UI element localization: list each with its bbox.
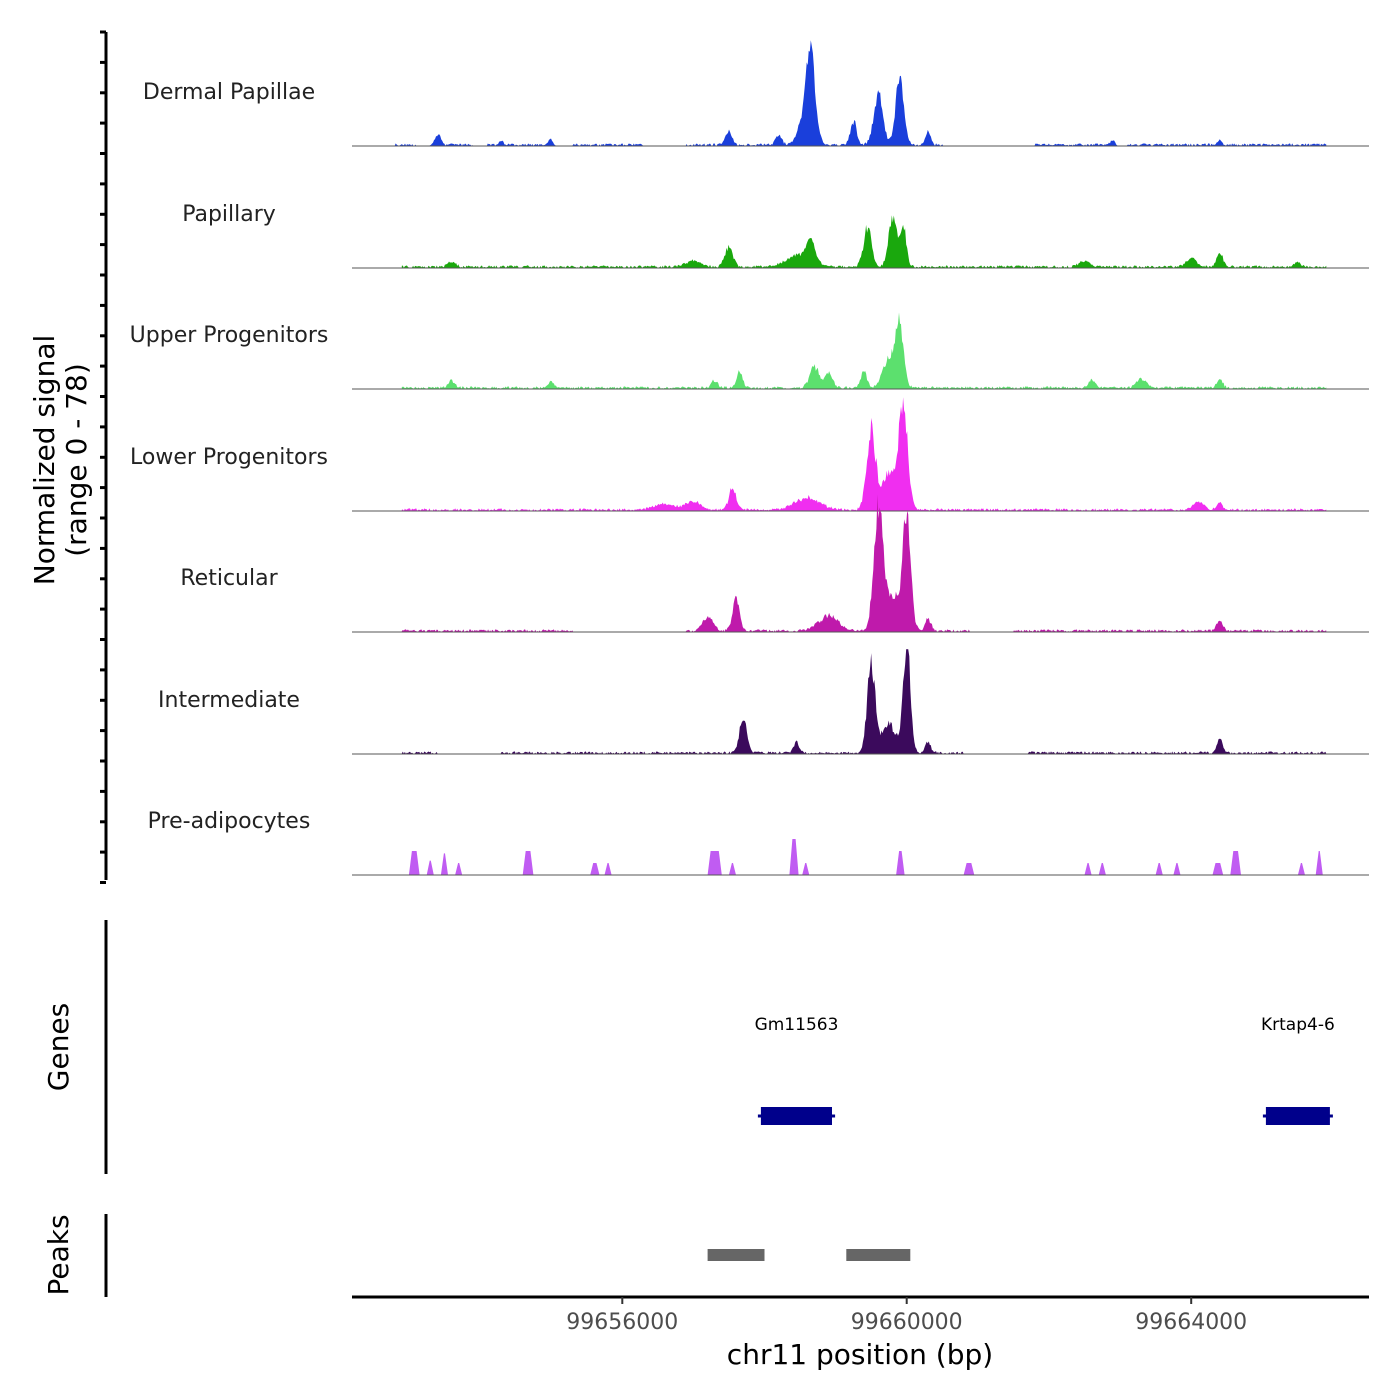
coverage-track bbox=[352, 397, 1369, 512]
track-label-pre-adipocytes: Pre-adipocytes bbox=[148, 809, 311, 834]
x-tick-label: 99664000 bbox=[1135, 1310, 1247, 1335]
coverage-area bbox=[401, 397, 1327, 511]
genes-panel: Gm11563 Krtap4-6 bbox=[755, 1015, 1335, 1125]
x-tick-label: 99660000 bbox=[851, 1310, 963, 1335]
signal-y-axis-ticks bbox=[100, 30, 106, 884]
coverage-track bbox=[352, 649, 1369, 755]
track-label-dermal-papillae: Dermal Papillae bbox=[143, 80, 315, 105]
track-label-lower-progenitors: Lower Progenitors bbox=[130, 445, 328, 470]
coverage-track bbox=[352, 494, 1369, 633]
peak-region bbox=[846, 1249, 911, 1261]
gene-label: Krtap4-6 bbox=[1261, 1015, 1335, 1035]
coverage-area bbox=[394, 40, 1327, 147]
y-axis-title-line2: (range 0 - 78) bbox=[60, 363, 93, 557]
track-label-papillary: Papillary bbox=[182, 202, 276, 227]
genes-panel-title: Genes bbox=[42, 1003, 75, 1091]
x-tick-label: 99656000 bbox=[566, 1310, 678, 1335]
track-label-reticular: Reticular bbox=[180, 566, 278, 591]
track-label-upper-progenitors: Upper Progenitors bbox=[130, 323, 329, 348]
coverage-area bbox=[401, 649, 1327, 754]
coverage-area bbox=[401, 494, 1327, 632]
coverage-area bbox=[401, 312, 1327, 389]
coverage-track bbox=[352, 312, 1369, 390]
coverage-track bbox=[352, 40, 1369, 147]
coverage-track bbox=[352, 839, 1369, 876]
coverage-area bbox=[401, 215, 1327, 268]
track-label-intermediate: Intermediate bbox=[158, 688, 300, 713]
y-axis-title-line1: Normalized signal bbox=[28, 335, 61, 586]
peaks-panel bbox=[707, 1249, 911, 1261]
coverage-track bbox=[352, 215, 1369, 269]
coverage-area bbox=[408, 839, 1323, 875]
x-axis-title: chr11 position (bp) bbox=[727, 1338, 993, 1371]
peaks-panel-title: Peaks bbox=[42, 1214, 75, 1295]
coverage-tracks bbox=[352, 40, 1369, 876]
gene-label: Gm11563 bbox=[755, 1015, 839, 1035]
x-axis-ticks: 99656000 99660000 99664000 bbox=[566, 1297, 1247, 1335]
peak-region bbox=[707, 1249, 765, 1261]
